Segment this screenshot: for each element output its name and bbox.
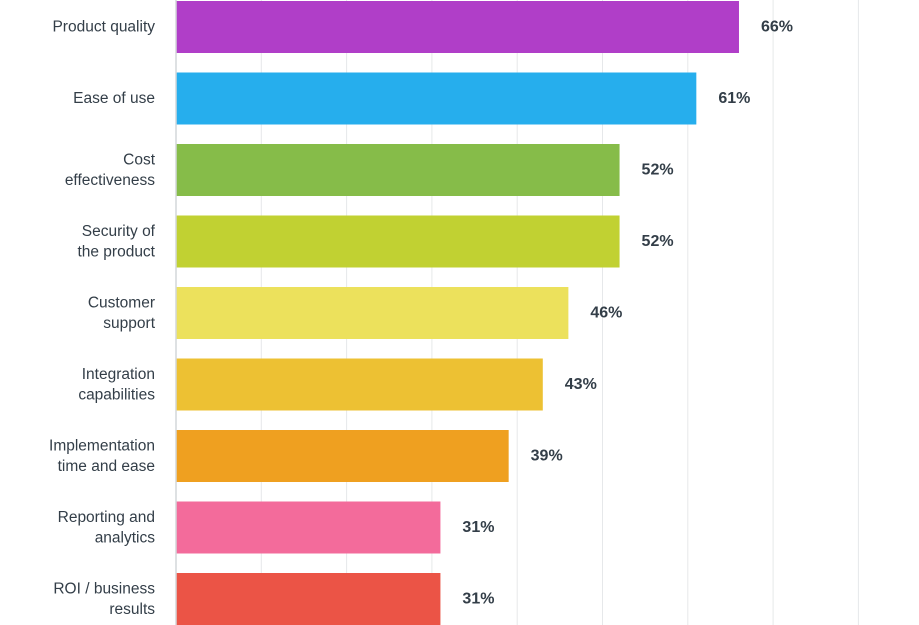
value-label-7: 39% <box>531 448 563 465</box>
category-label-3: Cost effectiveness <box>65 151 156 189</box>
bar-6 <box>176 358 543 411</box>
category-label-9: ROI / business results <box>53 580 155 618</box>
category-label-line: the product <box>77 243 155 260</box>
bar-1 <box>176 1 739 53</box>
bar-9 <box>176 573 441 625</box>
value-label-5: 46% <box>590 305 622 322</box>
bar-5 <box>176 287 569 339</box>
bar-2 <box>176 72 697 125</box>
category-label-line: effectiveness <box>65 172 155 189</box>
category-label-line: Security of <box>82 223 156 240</box>
category-label-line: Integration <box>82 366 155 383</box>
category-label-line: Product quality <box>52 19 155 36</box>
category-label-4: Security of the product <box>77 223 155 261</box>
value-labels: 66% 61% 52% 52% 46% 43% 39% 31% 31% <box>462 19 793 608</box>
category-label-line: Ease of use <box>73 90 155 107</box>
bar-8 <box>176 501 441 554</box>
category-label-line: ROI / business <box>53 580 155 597</box>
value-label-9: 31% <box>462 591 494 608</box>
value-label-1: 66% <box>761 19 793 36</box>
value-label-8: 31% <box>462 519 494 536</box>
category-label-8: Reporting and analytics <box>58 509 156 547</box>
category-label-7: Implementation time and ease <box>49 437 155 475</box>
category-label-line: Implementation <box>49 437 155 454</box>
value-label-2: 61% <box>718 90 750 107</box>
category-labels: Product quality Ease of use Cost effectiven… <box>49 19 156 618</box>
category-label-line: Reporting and <box>58 509 155 526</box>
category-label-5: Customer support <box>88 294 156 332</box>
category-label-line: analytics <box>95 529 156 546</box>
bar-7 <box>176 430 509 482</box>
value-label-6: 43% <box>565 376 597 393</box>
category-label-1: Product quality <box>52 19 155 36</box>
bar-3 <box>176 144 620 196</box>
category-label-6: Integration capabilities <box>78 366 155 404</box>
category-label-line: capabilities <box>78 386 155 403</box>
category-label-2: Ease of use <box>73 90 155 107</box>
bars-group <box>176 1 739 625</box>
category-label-line: time and ease <box>58 458 155 475</box>
bar-4 <box>176 215 620 268</box>
category-label-line: Cost <box>123 151 156 168</box>
category-label-line: Customer <box>88 294 155 311</box>
category-label-line: results <box>109 601 155 618</box>
value-label-4: 52% <box>642 233 674 250</box>
category-label-line: support <box>103 315 155 332</box>
value-label-3: 52% <box>642 162 674 179</box>
